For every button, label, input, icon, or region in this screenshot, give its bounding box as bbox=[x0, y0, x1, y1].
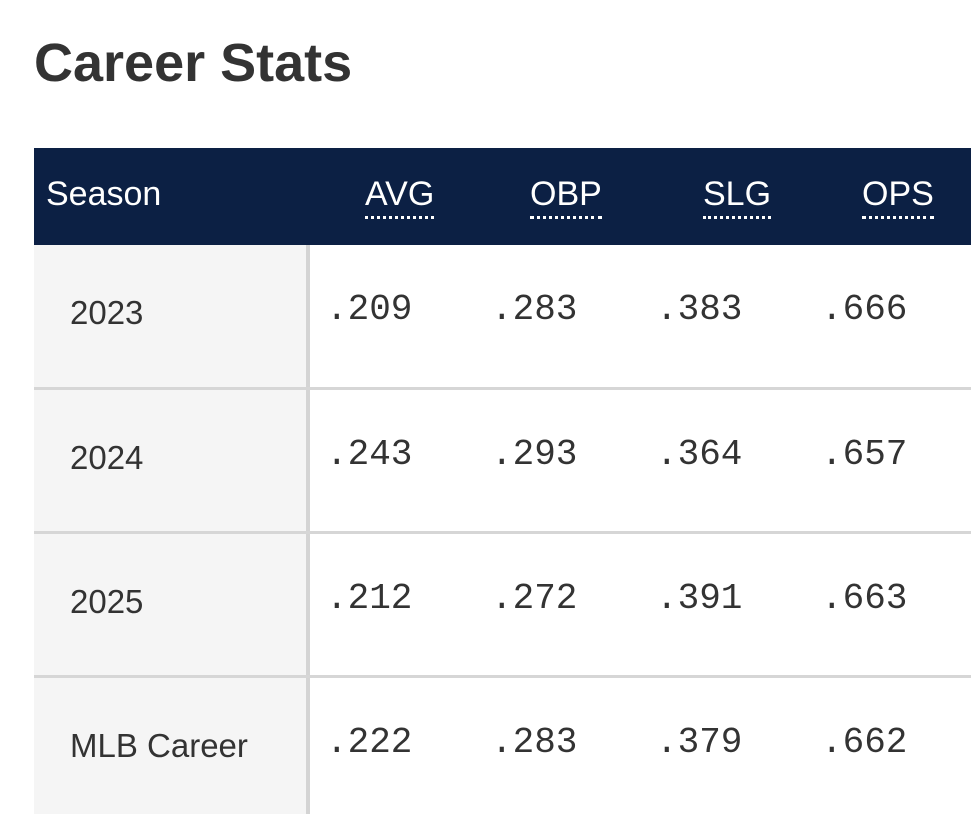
row-season: 2025 bbox=[70, 583, 144, 620]
row-avg: .243 bbox=[326, 434, 413, 475]
table-row: MLB Career .222 .283 .379 .662 bbox=[34, 675, 971, 814]
season-cell: MLB Career bbox=[34, 678, 310, 814]
row-avg: .212 bbox=[326, 578, 413, 619]
row-ops: .662 bbox=[821, 722, 908, 763]
row-obp: .283 bbox=[491, 722, 578, 763]
career-stats-table: Season AVG OBP SLG OPS 2023 .209 .283 .3… bbox=[34, 148, 971, 814]
row-slg: .383 bbox=[656, 289, 743, 330]
row-ops: .657 bbox=[821, 434, 908, 475]
header-slg[interactable]: SLG bbox=[703, 172, 772, 219]
row-season: 2023 bbox=[70, 294, 144, 331]
row-slg: .379 bbox=[656, 722, 743, 763]
season-cell: 2025 bbox=[34, 534, 310, 675]
row-season: 2024 bbox=[70, 439, 144, 476]
row-ops: .666 bbox=[821, 289, 908, 330]
row-slg: .391 bbox=[656, 578, 743, 619]
header-avg[interactable]: AVG bbox=[365, 172, 435, 219]
table-row: 2024 .243 .293 .364 .657 bbox=[34, 387, 971, 531]
table-header-row: Season AVG OBP SLG OPS bbox=[34, 148, 971, 245]
season-cell: 2024 bbox=[34, 390, 310, 531]
row-slg: .364 bbox=[656, 434, 743, 475]
row-season: MLB Career bbox=[70, 727, 248, 764]
page-title: Career Stats bbox=[34, 33, 353, 93]
row-avg: .209 bbox=[326, 289, 413, 330]
row-ops: .663 bbox=[821, 578, 908, 619]
table-row: 2025 .212 .272 .391 .663 bbox=[34, 531, 971, 675]
row-obp: .293 bbox=[491, 434, 578, 475]
row-avg: .222 bbox=[326, 722, 413, 763]
header-season: Season bbox=[46, 175, 162, 213]
header-ops[interactable]: OPS bbox=[862, 172, 934, 219]
row-obp: .283 bbox=[491, 289, 578, 330]
season-cell: 2023 bbox=[34, 245, 310, 387]
header-obp[interactable]: OBP bbox=[530, 172, 602, 219]
table-row: 2023 .209 .283 .383 .666 bbox=[34, 245, 971, 387]
row-obp: .272 bbox=[491, 578, 578, 619]
